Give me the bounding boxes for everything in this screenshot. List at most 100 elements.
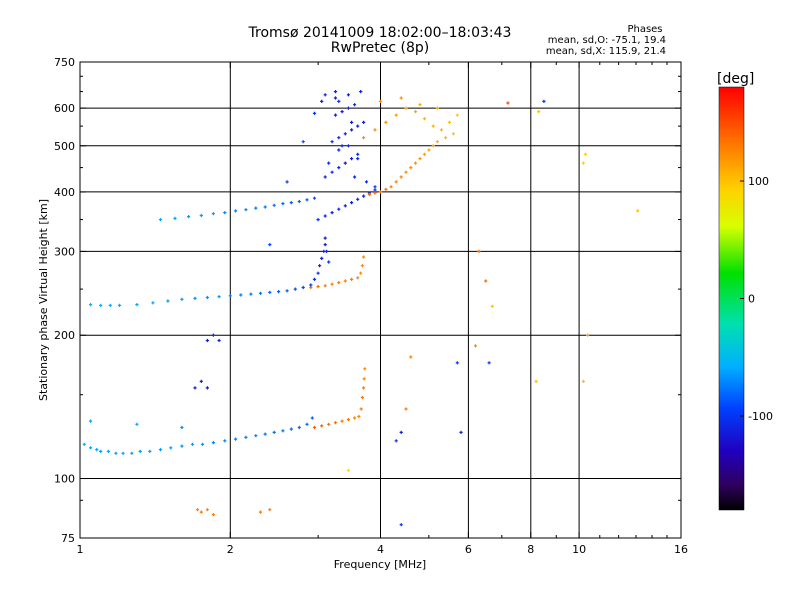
e-layer-o-mode-point [180, 444, 184, 448]
f1-layer-o-mode-point [301, 285, 305, 290]
x-tick-label: 10 [572, 543, 586, 556]
e-layer-x-mode-point [327, 422, 331, 426]
f1-layer-x-mode-point [356, 276, 360, 280]
scattered-isolated-point [394, 439, 398, 443]
x-axis: 1 2 4 6 8 10 16 [77, 62, 688, 556]
f2-layer-o-mode-point [187, 215, 191, 219]
scattered-isolated-point [455, 361, 459, 365]
e-layer-o-mode-point [169, 446, 173, 450]
e-layer-o-mode-point [211, 441, 215, 445]
f2-spread-o-mode-point [356, 197, 360, 201]
scattered-isolated-point [399, 523, 403, 527]
scattered-isolated-point [258, 510, 263, 514]
x-axis-label: Frequency [MHz] [334, 558, 426, 571]
scattered-isolated-point [583, 152, 588, 156]
f2-spread-x-mode-point [413, 161, 418, 165]
f2-spread-x-mode-point [378, 99, 383, 103]
f1-layer-o-mode-point [99, 303, 103, 307]
f1-layer-o-mode-point [217, 295, 221, 299]
colorbar-label: [deg] [717, 71, 754, 87]
y-tick-label: 75 [61, 532, 75, 545]
f1-layer-o-mode-point [135, 303, 139, 307]
f2-spread-x-mode-point [399, 175, 403, 179]
scattered-isolated-point [399, 430, 403, 434]
e-layer-o-mode-point [272, 430, 276, 434]
y-axis-label: Stationary phase Virtual Height [km] [37, 199, 50, 401]
scattered-isolated-point [211, 513, 215, 517]
f2-spread-o-mode-point [333, 113, 338, 117]
f1-layer-o-mode-point [117, 303, 122, 307]
f1-layer-x-mode-point [337, 281, 341, 285]
x-tick-label: 2 [227, 543, 234, 556]
f2-spread-x-mode-point [422, 117, 427, 121]
e-layer-x-mode-point [357, 414, 361, 419]
f2-spread-o-mode-point [337, 166, 341, 170]
e-layer-x-mode-point [362, 377, 366, 381]
f2-layer-o-mode-point [234, 209, 238, 213]
e-layer-x-mode-point [346, 418, 350, 422]
e-layer-o-mode-point [263, 432, 267, 436]
f2-spread-x-mode-point [362, 136, 366, 140]
scattered-isolated-point [581, 161, 585, 165]
e-layer-o-mode-point [121, 451, 125, 455]
f1-layer-o-mode-point [228, 294, 232, 298]
e-layer-x-mode-point [333, 421, 338, 425]
f2-layer-o-mode-point [281, 202, 285, 206]
spread-f-cusp-point [320, 256, 324, 260]
e-layer-x-mode-point [320, 424, 324, 428]
f2-spread-x-mode-point [431, 124, 435, 128]
f1-layer-o-mode-point [205, 295, 209, 300]
chart-title: Tromsø 20141009 18:02:00–18:03:43 [248, 25, 512, 41]
data-points [82, 90, 640, 527]
scattered-isolated-point [205, 508, 209, 512]
f2-spread-x-mode-point [418, 103, 422, 107]
e-layer-o-mode-point [289, 427, 293, 431]
scattered-isolated-point [490, 304, 494, 308]
e-layer-o-mode-point [244, 435, 248, 439]
f2-spread-x-mode-point [431, 144, 435, 148]
x-tick-label: 1 [77, 543, 84, 556]
e-layer-x-mode-point [340, 419, 344, 423]
f2-spread-x-mode-point [373, 128, 377, 132]
f2-spread-o-mode-point [337, 136, 341, 140]
scattered-isolated-point [473, 344, 478, 348]
colorbar [718, 86, 745, 511]
f2-spread-x-mode-point [435, 140, 439, 144]
f2-spread-o-mode-point [340, 110, 344, 114]
e-layer-o-mode-point [95, 448, 99, 452]
y-axis: 750 600 500 400 300 200 100 75 [54, 56, 681, 545]
f2-spread-o-mode-point [323, 214, 327, 218]
colorbar-tick-label: -100 [748, 410, 773, 423]
scattered-isolated-point [404, 407, 408, 411]
f2-spread-x-mode-point [422, 152, 427, 156]
f1-layer-x-mode-point [323, 284, 327, 288]
f2-spread-x-mode-point [455, 113, 459, 117]
scattered-isolated-point [199, 379, 203, 383]
f2-spread-x-mode-point [409, 166, 413, 170]
f2-spread-o-mode-point [346, 106, 350, 110]
spread-f-cusp-point [323, 243, 327, 247]
scattered-isolated-point [337, 99, 341, 103]
f2-spread-x-mode-point [451, 132, 455, 136]
scattered-isolated-point [285, 180, 289, 184]
y-tick-label: 300 [54, 245, 75, 258]
scattered-isolated-point [199, 510, 203, 514]
e-layer-o-mode-point [82, 442, 86, 446]
f2-layer-o-mode-point [199, 213, 203, 218]
e-layer-o-mode-point [130, 451, 134, 455]
spread-f-cusp-point [318, 264, 322, 268]
y-tick-label: 400 [54, 186, 75, 199]
f2-spread-o-mode-point [346, 93, 350, 97]
f2-layer-o-mode-point [263, 205, 267, 209]
spread-f-cusp-point [309, 283, 313, 287]
f1-layer-o-mode-point [285, 289, 289, 293]
f2-spread-x-mode-point [399, 96, 403, 100]
f2-layer-o-mode-point [305, 198, 309, 202]
colorbar-tick-label: 0 [748, 293, 755, 306]
e-layer-o-mode-point [99, 449, 103, 453]
f2-spread-x-mode-point [367, 192, 371, 197]
f2-spread-o-mode-point [346, 144, 350, 148]
f2-spread-o-mode-point [356, 157, 360, 161]
f2-layer-o-mode-point [173, 216, 177, 220]
